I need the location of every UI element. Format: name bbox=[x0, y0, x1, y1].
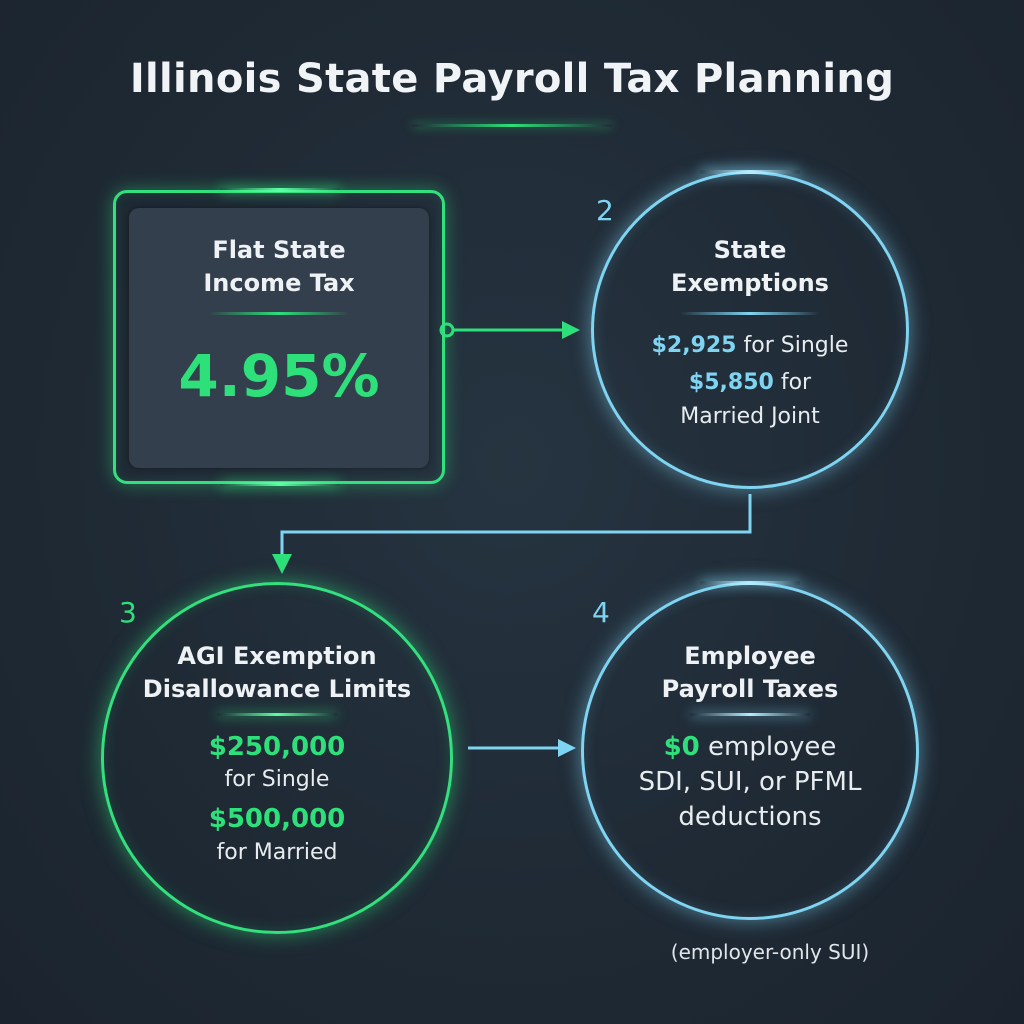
step-3-circle bbox=[101, 582, 453, 934]
page-title: Illinois State Payroll Tax Planning bbox=[129, 56, 895, 102]
arrowhead-1-2 bbox=[562, 321, 580, 339]
step-3-single-amount: $250,000 bbox=[208, 732, 346, 762]
step-2-divider bbox=[680, 312, 820, 315]
footnote: (employer-only SUI) bbox=[670, 940, 870, 964]
step-4-employee-row: $0 employee bbox=[600, 732, 900, 762]
step-4-amount: $0 bbox=[663, 732, 700, 762]
step-4-text-3: deductions bbox=[678, 802, 822, 832]
step-3-divider bbox=[217, 713, 337, 716]
step-3-married-amount: $500,000 bbox=[208, 804, 346, 834]
step-4-divider bbox=[690, 713, 810, 716]
step-2-single-amount: $2,925 bbox=[651, 333, 737, 358]
arrowhead-3-4 bbox=[558, 739, 576, 757]
connector-line-2-3 bbox=[280, 494, 752, 556]
arrowhead-2-3 bbox=[272, 554, 292, 574]
step-2-married-text-2: Married Joint bbox=[680, 404, 820, 429]
step-2-circle bbox=[591, 171, 909, 489]
step-1-divider bbox=[209, 312, 349, 315]
step-1-heading-line-2: Income Tax bbox=[203, 269, 355, 297]
step-4-heading-line-2: Payroll Taxes bbox=[661, 675, 839, 703]
step-1-rate: 4.95% bbox=[178, 342, 380, 410]
step-1-bottom-glow bbox=[220, 482, 340, 486]
step-4-text-1: employee bbox=[708, 732, 837, 762]
step-2-heading: State Exemptions bbox=[600, 234, 900, 300]
step-2-heading-line-1: State bbox=[713, 236, 787, 264]
step-3-single-text: for Single bbox=[224, 767, 330, 792]
step-3-number: 3 bbox=[119, 596, 137, 629]
step-4-heading: Employee Payroll Taxes bbox=[600, 640, 900, 706]
step-1-heading-line-1: Flat State bbox=[212, 236, 346, 264]
step-3-heading-line-1: AGI Exemption bbox=[177, 642, 377, 670]
step-2-heading-line-2: Exemptions bbox=[671, 269, 829, 297]
step-4-number: 4 bbox=[592, 596, 610, 629]
step-2-married-row: $5,850 for bbox=[600, 370, 900, 395]
step-1-top-glow bbox=[220, 188, 340, 192]
step-3-heading: AGI Exemption Disallowance Limits bbox=[127, 640, 427, 706]
step-2-married-amount: $5,850 bbox=[688, 370, 774, 395]
step-4-heading-line-1: Employee bbox=[684, 642, 816, 670]
step-3-married-text: for Married bbox=[216, 840, 338, 865]
step-4-text-2: SDI, SUI, or PFML bbox=[638, 767, 862, 797]
step-2-number: 2 bbox=[596, 194, 614, 227]
title-underline bbox=[412, 124, 612, 127]
step-2-single-row: $2,925 for Single bbox=[600, 333, 900, 358]
step-2-single-text: for Single bbox=[743, 333, 849, 358]
step-2-married-text-1: for bbox=[780, 370, 812, 395]
step-2-top-glow bbox=[700, 170, 800, 174]
step-3-heading-line-2: Disallowance Limits bbox=[142, 675, 412, 703]
step-4-top-glow bbox=[700, 581, 800, 585]
step-1-box bbox=[129, 208, 429, 468]
step-1-heading: Flat State Income Tax bbox=[129, 234, 429, 300]
